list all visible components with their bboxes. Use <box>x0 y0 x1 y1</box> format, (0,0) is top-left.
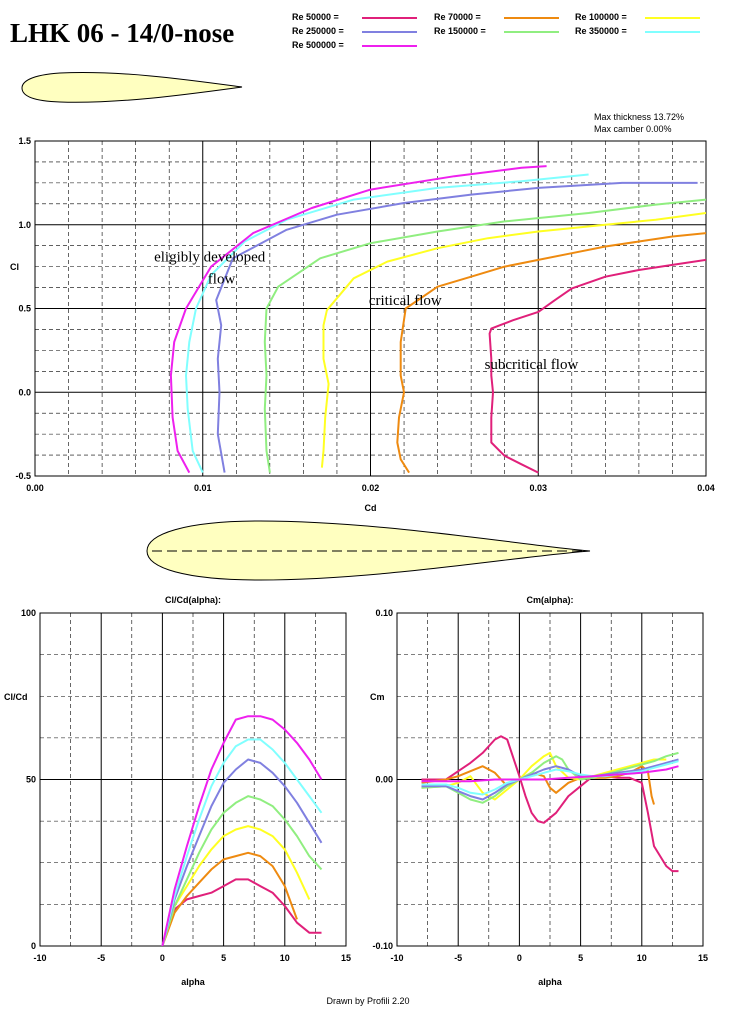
y-tick-label: 100 <box>21 608 36 618</box>
x-tick-label: 0.04 <box>697 483 715 493</box>
series-line-4 <box>215 181 698 473</box>
x-axis-label: alpha <box>181 977 206 987</box>
y-tick-label: 0 <box>31 941 36 951</box>
series-line-6 <box>169 165 547 474</box>
page-title: LHK 06 - 14/0-nose <box>10 18 235 48</box>
y-axis-label: Cm <box>370 692 385 702</box>
y-tick-label: 1.0 <box>18 220 31 230</box>
annotation-2: critical flow <box>369 293 442 309</box>
y-tick-label: -0.10 <box>372 941 393 951</box>
x-tick-label: 5 <box>578 953 583 963</box>
x-tick-label: 5 <box>221 953 226 963</box>
legend-swatch-re70000 <box>504 17 559 19</box>
x-axis-label: alpha <box>538 977 563 987</box>
x-tick-label: -10 <box>390 953 403 963</box>
x-tick-label: 0.03 <box>529 483 547 493</box>
y-axis-label: Cl/Cd <box>4 692 28 702</box>
legend: Re 50000 = Re 70000 = Re 100000 = Re 250… <box>0 0 736 60</box>
series-line-5 <box>161 738 323 946</box>
chart-title: Cm(alpha): <box>527 595 574 605</box>
plot-frame <box>34 140 707 477</box>
y-tick-label: 50 <box>26 775 36 785</box>
chart-title: Cl/Cd(alpha): <box>165 595 221 605</box>
x-tick-label: 10 <box>637 953 647 963</box>
annotation-3: subcritical flow <box>485 357 579 373</box>
x-tick-label: -10 <box>33 953 46 963</box>
legend-label-re250000: Re 250000 = <box>292 26 344 36</box>
max-thickness-text: Max thickness 13.72% <box>594 112 685 122</box>
series-line-1 <box>396 232 706 474</box>
legend-label-re350000: Re 350000 = <box>575 26 627 36</box>
legend-label-re150000: Re 150000 = <box>434 26 486 36</box>
legend-label-re50000: Re 50000 = <box>292 12 339 22</box>
clcd-alpha-chart: -10 -5 0 5 10 15 0 50 100 alpha Cl/Cd Cl/Cd(alpha): <box>4 595 351 987</box>
legend-swatch-re500000 <box>362 45 417 47</box>
x-tick-label: -5 <box>97 953 105 963</box>
legend-swatch-re50000 <box>362 17 417 19</box>
series-line-2 <box>161 825 311 946</box>
series-line-0 <box>488 258 706 474</box>
x-tick-label: 0 <box>160 953 165 963</box>
polar-chart: 0.00 0.01 0.02 0.03 0.04 -0.5 0.0 0.5 1.0 1.5 Cd Cl… <box>10 136 715 513</box>
plot-frame <box>39 612 347 947</box>
legend-swatch-re150000 <box>504 31 559 33</box>
y-tick-label: -0.5 <box>15 471 31 481</box>
x-tick-label: 10 <box>280 953 290 963</box>
legend-label-re100000: Re 100000 = <box>575 12 627 22</box>
series-line-5 <box>185 173 589 474</box>
x-axis-label: Cd <box>365 503 377 513</box>
series-line-3 <box>263 198 706 473</box>
max-camber-text: Max camber 0.00% <box>594 124 672 134</box>
x-tick-label: 0.01 <box>194 483 212 493</box>
x-tick-label: 15 <box>341 953 351 963</box>
series-line-4 <box>161 758 323 946</box>
annotation-1: flow <box>208 271 236 287</box>
x-tick-label: 15 <box>698 953 708 963</box>
legend-swatch-re250000 <box>362 31 417 33</box>
x-tick-label: -5 <box>454 953 462 963</box>
y-tick-label: 0.0 <box>18 387 31 397</box>
legend-label-re70000: Re 70000 = <box>434 12 481 22</box>
airfoil-profile-small <box>21 71 243 103</box>
y-axis-label: Cl <box>10 262 19 272</box>
y-tick-label: 0.5 <box>18 304 31 314</box>
x-tick-label: 0.00 <box>26 483 44 493</box>
series-line-6 <box>421 765 679 783</box>
y-tick-label: 1.5 <box>18 136 31 146</box>
series-line-5 <box>421 760 679 796</box>
legend-swatch-re350000 <box>645 31 700 33</box>
annotation-0: eligibly developed <box>154 250 266 266</box>
series-line-3 <box>161 795 323 946</box>
series-line-1 <box>161 851 298 946</box>
series-line-6 <box>161 715 323 946</box>
legend-swatch-re100000 <box>645 17 700 19</box>
legend-label-re500000: Re 500000 = <box>292 40 344 50</box>
series-line-2 <box>320 212 706 468</box>
airfoil-info: Max thickness 13.72% Max camber 0.00% <box>594 111 684 135</box>
y-tick-label: 0.00 <box>375 775 393 785</box>
x-tick-label: 0 <box>517 953 522 963</box>
cm-alpha-chart: -10 -5 0 5 10 15 -0.10 0.00 0.10 alpha Cm Cm(alpha)… <box>370 595 708 987</box>
series-line-4 <box>421 758 679 801</box>
series-line-0 <box>421 735 679 873</box>
y-tick-label: 0.10 <box>375 608 393 618</box>
plot-frame <box>396 612 704 947</box>
x-tick-label: 0.02 <box>362 483 380 493</box>
series-line-3 <box>421 751 679 804</box>
series-line-0 <box>161 878 322 946</box>
credit-text: Drawn by Profili 2.20 <box>326 996 410 1006</box>
